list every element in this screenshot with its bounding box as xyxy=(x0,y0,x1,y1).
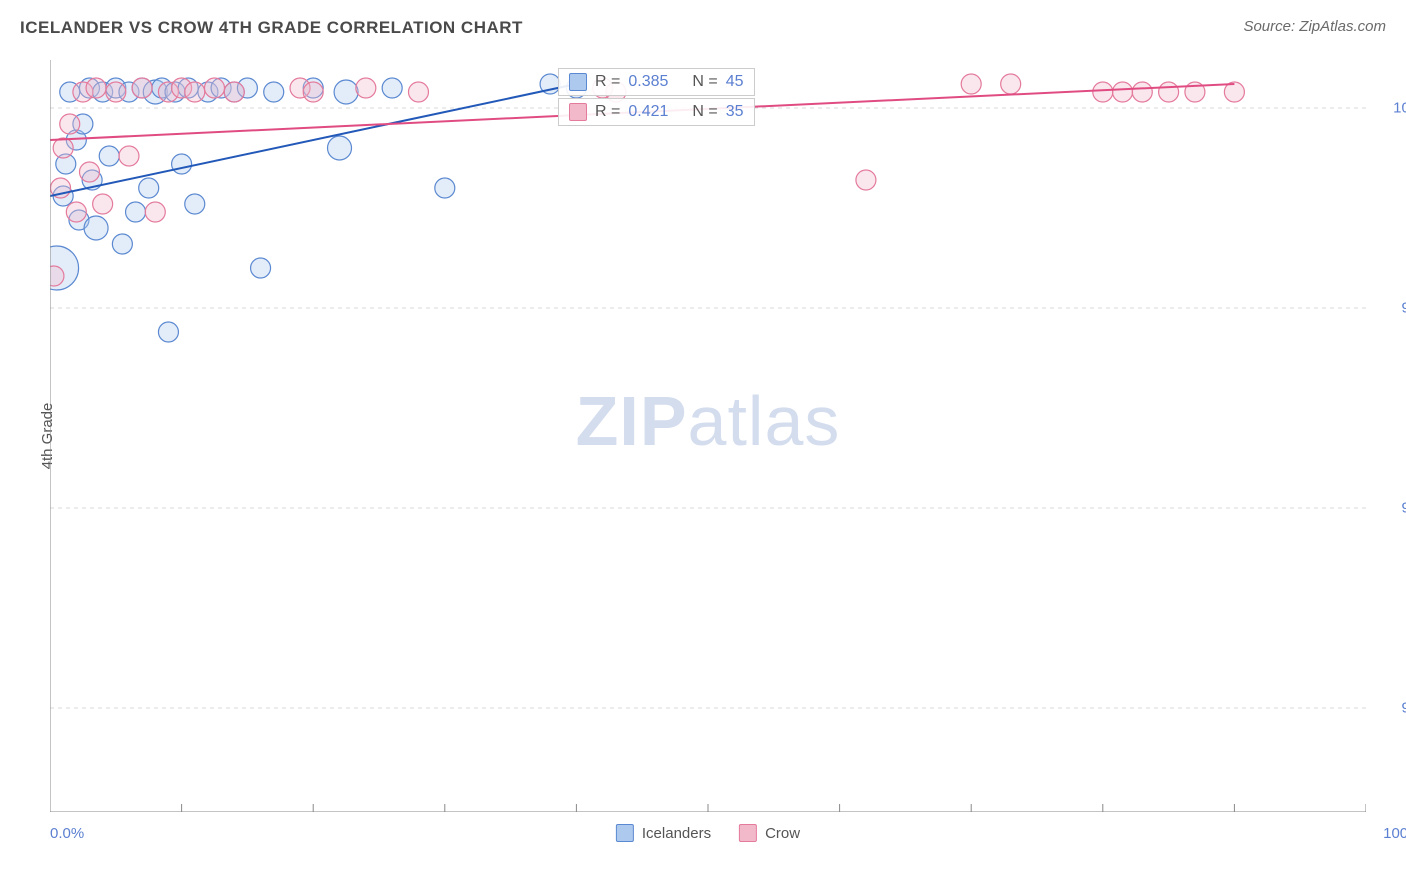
stats-r-value-icelanders: 0.385 xyxy=(628,73,668,91)
scatter-plot xyxy=(50,60,1366,812)
chart-source: Source: ZipAtlas.com xyxy=(1243,18,1386,35)
x-tick-label-min: 0.0% xyxy=(50,825,84,842)
stats-r-label: R = xyxy=(595,103,620,121)
chart-title: ICELANDER VS CROW 4TH GRADE CORRELATION … xyxy=(20,18,523,38)
legend-swatch-crow xyxy=(739,824,757,842)
stats-r-value-crow: 0.421 xyxy=(628,103,668,121)
stats-n-label: N = xyxy=(692,103,717,121)
stats-swatch-icelanders xyxy=(569,73,587,91)
stats-box-icelanders: R = 0.385 N = 45 xyxy=(558,68,755,96)
stats-n-value-icelanders: 45 xyxy=(726,73,744,91)
stats-r-label: R = xyxy=(595,73,620,91)
legend-label-crow: Crow xyxy=(765,825,800,842)
legend-label-icelanders: Icelanders xyxy=(642,825,711,842)
x-tick-label-max: 100.0% xyxy=(1383,825,1406,842)
legend-swatch-icelanders xyxy=(616,824,634,842)
stats-n-label: N = xyxy=(692,73,717,91)
y-tick-label: 95.0% xyxy=(1401,500,1406,517)
stats-box-crow: R = 0.421 N = 35 xyxy=(558,98,755,126)
chart-area: 4th Grade ZIPatlas R = 0.385 N = 45 R = … xyxy=(50,60,1366,812)
legend-item-crow: Crow xyxy=(739,824,800,842)
legend: Icelanders Crow xyxy=(616,824,800,842)
y-tick-label: 97.5% xyxy=(1401,300,1406,317)
y-tick-label: 100.0% xyxy=(1393,100,1406,117)
stats-swatch-crow xyxy=(569,103,587,121)
y-tick-label: 92.5% xyxy=(1401,700,1406,717)
chart-header: ICELANDER VS CROW 4TH GRADE CORRELATION … xyxy=(20,18,1386,48)
legend-item-icelanders: Icelanders xyxy=(616,824,711,842)
stats-n-value-crow: 35 xyxy=(726,103,744,121)
